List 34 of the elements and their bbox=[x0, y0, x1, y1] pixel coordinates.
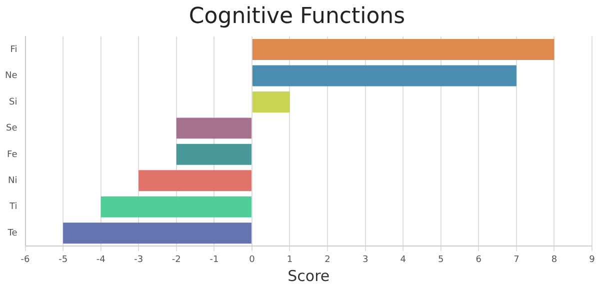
chart-title: Cognitive Functions bbox=[188, 4, 406, 29]
bar bbox=[63, 222, 252, 244]
x-tick-label: 2 bbox=[324, 254, 330, 265]
bar bbox=[176, 144, 252, 165]
bar bbox=[252, 39, 554, 60]
y-tick-label: Se bbox=[6, 124, 18, 134]
x-axis-title: Score bbox=[288, 266, 330, 285]
x-tick-label: 0 bbox=[249, 254, 256, 265]
y-tick-label: Ne bbox=[4, 71, 18, 82]
x-tick-label: 9 bbox=[589, 254, 596, 265]
y-tick-label: Te bbox=[6, 228, 18, 238]
x-tick-label: -2 bbox=[172, 254, 181, 265]
bar bbox=[176, 118, 252, 139]
x-tick-label: 3 bbox=[362, 254, 368, 265]
bar bbox=[252, 91, 290, 112]
x-tick-label: 5 bbox=[438, 254, 444, 265]
y-tick-label: Ni bbox=[8, 176, 18, 186]
bar bbox=[138, 170, 252, 192]
x-tick-label: -4 bbox=[96, 254, 106, 265]
bar bbox=[100, 196, 252, 218]
y-tick-label: Fi bbox=[10, 44, 18, 55]
y-tick-label: Fe bbox=[7, 150, 18, 160]
x-tick-label: 4 bbox=[400, 254, 406, 265]
x-tick-label: -3 bbox=[134, 254, 144, 265]
x-tick-label: -1 bbox=[210, 254, 219, 265]
y-tick-label: Ti bbox=[8, 202, 18, 212]
x-tick-label: 6 bbox=[476, 254, 482, 265]
x-tick-label: 1 bbox=[286, 254, 293, 265]
x-tick-label: -6 bbox=[20, 254, 30, 265]
x-tick-label: 8 bbox=[551, 254, 558, 265]
x-tick-label: 7 bbox=[514, 254, 520, 265]
x-tick-label: -5 bbox=[58, 254, 68, 265]
bar bbox=[252, 65, 516, 86]
y-tick-label: Si bbox=[9, 97, 18, 108]
